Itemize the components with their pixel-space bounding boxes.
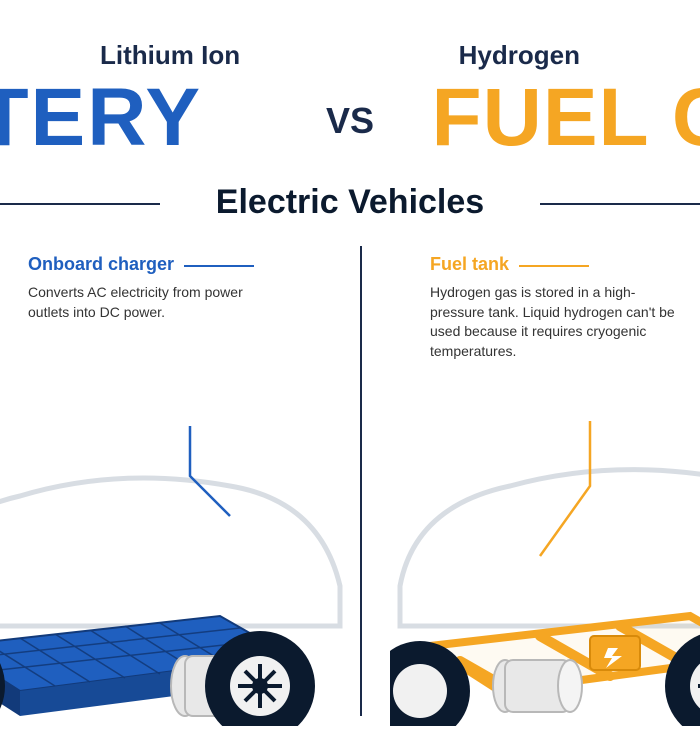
content-area: Onboard charger Converts AC electricity …: [0, 246, 700, 716]
hydrogen-tank-icon: [493, 660, 582, 712]
fuelcell-car-diagram: [390, 386, 700, 726]
callout-connector: [540, 421, 590, 556]
battery-callout-title: Onboard charger: [28, 254, 174, 275]
fuelcell-panel: Fuel tank Hydrogen gas is stored in a hi…: [370, 246, 700, 716]
banner-rule-right: [540, 203, 700, 205]
battery-car-diagram: [0, 386, 350, 726]
fuelcell-callout: Fuel tank Hydrogen gas is stored in a hi…: [430, 254, 680, 361]
left-subtitle: Lithium Ion: [100, 40, 240, 71]
fuelcell-big-label: FUEL CELL: [432, 77, 700, 165]
header: Lithium Ion Hydrogen BATTERY VS FUEL CEL…: [0, 0, 700, 222]
fuelcell-callout-body: Hydrogen gas is stored in a high-pressur…: [430, 283, 680, 361]
car-body-outline: [400, 470, 700, 626]
big-title-row: BATTERY VS FUEL CELL: [0, 77, 700, 165]
battery-panel: Onboard charger Converts AC electricity …: [0, 246, 355, 716]
vs-label: VS: [326, 100, 374, 142]
vertical-divider: [360, 246, 362, 716]
car-body-outline: [0, 478, 340, 626]
banner-text: Electric Vehicles: [198, 183, 502, 222]
banner-rule-left: [0, 203, 160, 205]
battery-big-label: BATTERY: [0, 77, 202, 165]
battery-callout-body: Converts AC electricity from power outle…: [28, 283, 278, 322]
battery-callout: Onboard charger Converts AC electricity …: [28, 254, 278, 322]
right-subtitle: Hydrogen: [459, 40, 580, 71]
banner-row: Electric Vehicles: [0, 183, 700, 222]
fuelcell-callout-title: Fuel tank: [430, 254, 509, 275]
aux-battery-icon: [590, 636, 640, 670]
subtitle-row: Lithium Ion Hydrogen: [0, 40, 700, 71]
callout-connector: [190, 426, 230, 516]
